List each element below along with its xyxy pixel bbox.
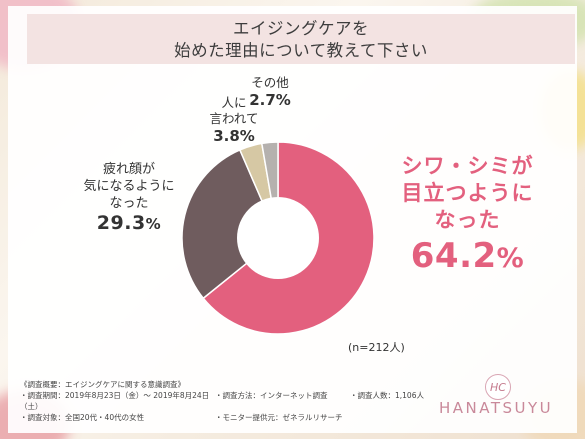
label-tsukare: 疲れ顔が 気になるように なった 29.3% [74,161,184,234]
label-shiwa-pct-wrap: 64.2% [395,236,540,276]
title-line-2: 始めた理由について教えて下さい [174,41,428,60]
label-tsukare-unit: % [145,215,162,233]
label-sonota-unit: % [275,91,291,109]
label-hito-unit: % [239,127,255,145]
label-tsukare-line-2: 気になるように [83,179,175,194]
label-sonota-pct: 2.7 [249,91,276,109]
survey-period: ・調査期間：2019年8月23日（金）～ 2019年8月24日（土） [20,391,210,411]
label-sonota-line-1: その他 [251,75,289,90]
label-hito-line-2: 言われて [209,111,259,126]
title-banner: エイジングケアを 始めた理由について教えて下さい [27,14,575,64]
label-sonota-pct-wrap: 2.7% [244,91,296,109]
label-shiwa-pct: 64.2 [410,236,497,276]
survey-summary: 《調査概要：エイジングケアに関する意識調査》 ・調査期間：2019年8月23日（… [20,379,440,423]
label-sonota: その他 2.7% [244,75,296,109]
donut-hole [237,197,319,279]
label-shiwa-line-2: 目立つように [401,181,534,205]
slice-tsukare [181,148,279,300]
label-tsukare-pct-wrap: 29.3% [74,212,184,234]
survey-method: ・調査方法：インターネット調査 [215,391,328,400]
label-shiwa-unit: % [496,243,525,274]
label-hito-line-1: 人に [221,95,247,110]
label-shiwa-line-1: シワ・シミが [401,154,534,178]
label-shiwa-line-3: なった [434,208,501,232]
survey-header: 《調査概要：エイジングケアに関する意識調査》 [20,380,185,389]
label-hito-pct: 3.8 [213,127,240,145]
label-hito: 人に 言われて 3.8% [204,95,264,145]
label-tsukare-pct: 29.3 [96,212,146,234]
brand-name: HANATSUYU [439,399,554,417]
label-tsukare-line-1: 疲れ顔が [102,162,155,177]
title-line-1: エイジングケアを [233,19,369,38]
survey-target: ・調査対象：全国20代・40代の女性 [20,413,145,422]
survey-count: ・調査人数：1,106人 [350,391,424,400]
brand-logo-icon: HC [485,374,511,400]
label-shiwa: シワ・シミが 目立つように なった 64.2% [395,153,540,276]
survey-provider: ・モニター提供元：ゼネラルリサーチ [215,413,343,422]
label-hito-pct-wrap: 3.8% [204,127,264,145]
sample-size-note: (n=212人) [348,341,405,354]
label-tsukare-line-3: なった [109,196,149,211]
